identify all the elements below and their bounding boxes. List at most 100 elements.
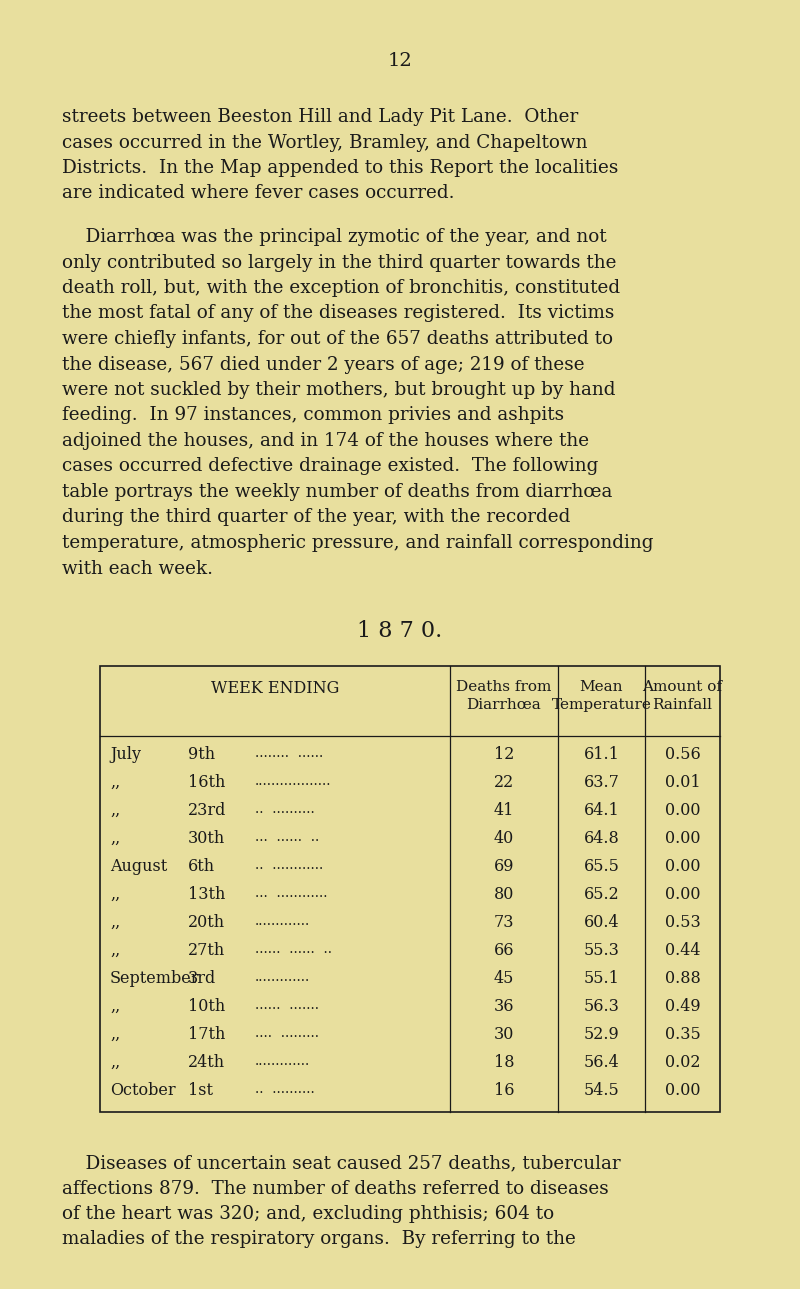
Text: 16th: 16th — [188, 773, 226, 791]
Text: ,,: ,, — [110, 886, 120, 904]
Text: cases occurred in the Wortley, Bramley, and Chapeltown: cases occurred in the Wortley, Bramley, … — [62, 134, 587, 152]
Text: 56.3: 56.3 — [583, 998, 619, 1014]
Text: 73: 73 — [494, 914, 514, 931]
Text: cases occurred defective drainage existed.  The following: cases occurred defective drainage existe… — [62, 458, 598, 476]
Text: Diarrhœa: Diarrhœa — [466, 699, 542, 712]
Text: 0.00: 0.00 — [665, 886, 700, 904]
Text: 0.35: 0.35 — [665, 1026, 700, 1043]
Text: 61.1: 61.1 — [583, 746, 619, 763]
Text: ........  ......: ........ ...... — [255, 746, 323, 761]
Text: 0.44: 0.44 — [665, 942, 700, 959]
Text: only contributed so largely in the third quarter towards the: only contributed so largely in the third… — [62, 254, 617, 272]
Text: 54.5: 54.5 — [584, 1081, 619, 1100]
Text: .............: ............. — [255, 971, 310, 984]
Text: affections 879.  The number of deaths referred to diseases: affections 879. The number of deaths ref… — [62, 1179, 609, 1197]
Text: ....  .........: .... ......... — [255, 1026, 319, 1040]
Text: ...  ......  ..: ... ...... .. — [255, 830, 319, 844]
Text: 55.3: 55.3 — [583, 942, 619, 959]
Text: 0.56: 0.56 — [665, 746, 700, 763]
Text: ..  ............: .. ............ — [255, 858, 323, 871]
Text: 1st: 1st — [188, 1081, 213, 1100]
Text: ,,: ,, — [110, 1026, 120, 1043]
Text: maladies of the respiratory organs.  By referring to the: maladies of the respiratory organs. By r… — [62, 1231, 576, 1249]
Text: July: July — [110, 746, 141, 763]
Text: ..  ..........: .. .......... — [255, 1081, 314, 1096]
Text: 80: 80 — [494, 886, 514, 904]
Text: 0.02: 0.02 — [665, 1054, 700, 1071]
Text: Deaths from: Deaths from — [456, 681, 552, 693]
Text: ,,: ,, — [110, 830, 120, 847]
Text: 40: 40 — [494, 830, 514, 847]
Text: .............: ............. — [255, 914, 310, 928]
Text: 20th: 20th — [188, 914, 225, 931]
Text: were not suckled by their mothers, but brought up by hand: were not suckled by their mothers, but b… — [62, 382, 615, 400]
Text: Rainfall: Rainfall — [653, 699, 713, 712]
Text: 30th: 30th — [188, 830, 226, 847]
Text: were chiefly infants, for out of the 657 deaths attributed to: were chiefly infants, for out of the 657… — [62, 330, 613, 348]
Text: .............: ............. — [255, 1054, 310, 1069]
Text: temperature, atmospheric pressure, and rainfall corresponding: temperature, atmospheric pressure, and r… — [62, 534, 654, 552]
Text: 24th: 24th — [188, 1054, 225, 1071]
Text: 60.4: 60.4 — [584, 914, 619, 931]
Text: 30: 30 — [494, 1026, 514, 1043]
Text: 63.7: 63.7 — [583, 773, 619, 791]
Text: ......  ......  ..: ...... ...... .. — [255, 942, 332, 956]
Text: 69: 69 — [494, 858, 514, 875]
Text: 6th: 6th — [188, 858, 215, 875]
Text: ..  ..........: .. .......... — [255, 802, 314, 816]
Text: table portrays the weekly number of deaths from diarrhœa: table portrays the weekly number of deat… — [62, 483, 612, 501]
Text: 0.00: 0.00 — [665, 802, 700, 819]
Text: ,,: ,, — [110, 1054, 120, 1071]
Text: 12: 12 — [388, 52, 412, 70]
Text: 10th: 10th — [188, 998, 226, 1014]
Text: ......  .......: ...... ....... — [255, 998, 319, 1012]
Text: 16: 16 — [494, 1081, 514, 1100]
Text: 13th: 13th — [188, 886, 226, 904]
Text: Amount of: Amount of — [642, 681, 722, 693]
Text: Diarrhœa was the principal zymotic of the year, and not: Diarrhœa was the principal zymotic of th… — [62, 228, 606, 246]
Text: Temperature: Temperature — [551, 699, 651, 712]
Text: ,,: ,, — [110, 914, 120, 931]
Text: 64.1: 64.1 — [584, 802, 619, 819]
Text: ,,: ,, — [110, 942, 120, 959]
Text: 65.2: 65.2 — [584, 886, 619, 904]
Text: the most fatal of any of the diseases registered.  Its victims: the most fatal of any of the diseases re… — [62, 304, 614, 322]
Text: 0.00: 0.00 — [665, 858, 700, 875]
Text: 3rd: 3rd — [188, 971, 216, 987]
Text: with each week.: with each week. — [62, 559, 213, 577]
Text: 56.4: 56.4 — [584, 1054, 619, 1071]
Text: 22: 22 — [494, 773, 514, 791]
Text: 27th: 27th — [188, 942, 226, 959]
Text: Districts.  In the Map appended to this Report the localities: Districts. In the Map appended to this R… — [62, 159, 618, 177]
Text: 1 8 7 0.: 1 8 7 0. — [358, 620, 442, 642]
Text: ..................: .................. — [255, 773, 331, 788]
Text: WEEK ENDING: WEEK ENDING — [211, 681, 339, 697]
Text: Mean: Mean — [580, 681, 623, 693]
Bar — [100, 666, 720, 1112]
Text: 41: 41 — [494, 802, 514, 819]
Text: ,,: ,, — [110, 802, 120, 819]
Text: September: September — [110, 971, 199, 987]
Text: Diseases of uncertain seat caused 257 deaths, tubercular: Diseases of uncertain seat caused 257 de… — [62, 1154, 621, 1172]
Text: 23rd: 23rd — [188, 802, 226, 819]
Text: of the heart was 320; and, excluding phthisis; 604 to: of the heart was 320; and, excluding pht… — [62, 1205, 554, 1223]
Text: 18: 18 — [494, 1054, 514, 1071]
Text: ,,: ,, — [110, 773, 120, 791]
Text: during the third quarter of the year, with the recorded: during the third quarter of the year, wi… — [62, 508, 570, 526]
Text: August: August — [110, 858, 167, 875]
Text: 0.01: 0.01 — [665, 773, 700, 791]
Text: feeding.  In 97 instances, common privies and ashpits: feeding. In 97 instances, common privies… — [62, 406, 564, 424]
Text: 17th: 17th — [188, 1026, 226, 1043]
Text: 0.00: 0.00 — [665, 830, 700, 847]
Text: the disease, 567 died under 2 years of age; 219 of these: the disease, 567 died under 2 years of a… — [62, 356, 585, 374]
Text: ...  ............: ... ............ — [255, 886, 327, 900]
Text: are indicated where fever cases occurred.: are indicated where fever cases occurred… — [62, 184, 454, 202]
Text: 55.1: 55.1 — [583, 971, 619, 987]
Text: streets between Beeston Hill and Lady Pit Lane.  Other: streets between Beeston Hill and Lady Pi… — [62, 108, 578, 126]
Text: adjoined the houses, and in 174 of the houses where the: adjoined the houses, and in 174 of the h… — [62, 432, 589, 450]
Text: death roll, but, with the exception of bronchitis, constituted: death roll, but, with the exception of b… — [62, 278, 620, 296]
Text: 9th: 9th — [188, 746, 215, 763]
Text: 66: 66 — [494, 942, 514, 959]
Text: 36: 36 — [494, 998, 514, 1014]
Text: 64.8: 64.8 — [584, 830, 619, 847]
